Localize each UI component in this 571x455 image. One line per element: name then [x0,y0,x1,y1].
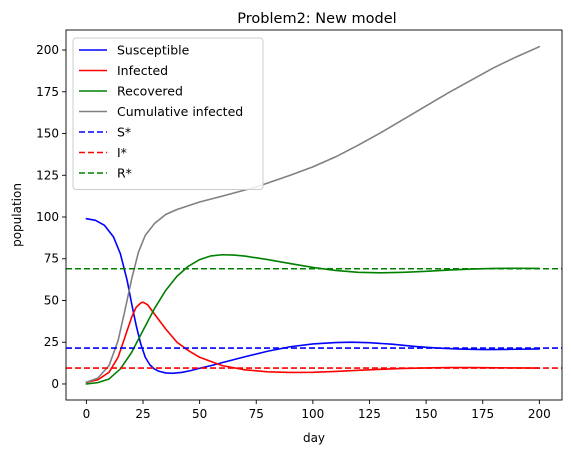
legend-label: I* [117,145,127,160]
legend-label: Susceptible [117,43,190,58]
series-line-infected [85,301,541,384]
y-tick-label: 175 [36,85,59,99]
axes-frame [65,29,563,401]
y-tick-label: 25 [44,335,59,349]
y-tick-label: 75 [44,252,59,266]
legend-label: S* [117,125,131,140]
x-tick-label: 0 [83,407,91,421]
y-tick-label: 50 [44,293,59,307]
x-tick-label: 150 [415,407,438,421]
plot-area [66,45,562,385]
legend: Susceptible Infected Recovered Cumulative i… [72,37,264,190]
y-tick-label: 100 [36,210,59,224]
legend-label: Recovered [117,84,183,99]
series-line-susceptible [85,217,541,375]
y-tick-label: 125 [36,168,59,182]
x-axis: 0 25 50 75 100 125 150 175 200 [83,400,551,421]
x-tick-label: 100 [301,407,324,421]
legend-box [72,37,264,190]
y-axis-label: population [10,183,24,247]
x-tick-label: 75 [249,407,264,421]
chart-title: Problem2: New model [237,11,396,27]
x-tick-label: 50 [192,407,207,421]
x-tick-label: 125 [358,407,381,421]
x-tick-label: 200 [528,407,551,421]
legend-label: Infected [117,63,168,78]
legend-label: Cumulative infected [117,104,243,119]
x-axis-label: day [303,431,325,445]
x-tick-label: 175 [471,407,494,421]
y-tick-label: 150 [36,127,59,141]
y-axis: 0 25 50 75 100 125 150 175 200 [36,43,66,391]
x-tick-label: 25 [135,407,150,421]
y-tick-label: 200 [36,43,59,57]
series-line-recovered [85,253,541,385]
legend-label: R* [117,166,132,181]
y-tick-label: 0 [51,377,59,391]
series-line-cumulative-infected [85,45,541,384]
